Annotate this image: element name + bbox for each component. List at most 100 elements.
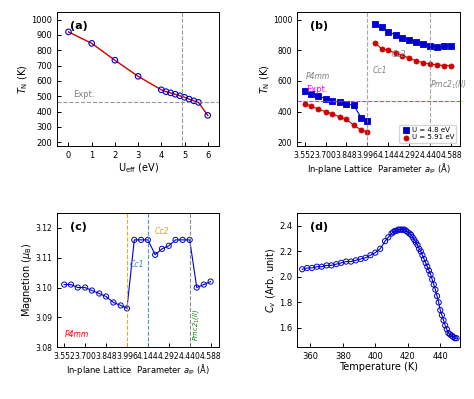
Point — [186, 237, 193, 243]
Point — [130, 237, 138, 243]
Point — [323, 262, 330, 269]
Point — [336, 114, 344, 120]
Point — [384, 234, 392, 241]
Point — [364, 118, 371, 124]
Point — [357, 127, 365, 133]
Point — [313, 263, 320, 270]
Point — [446, 331, 454, 338]
Point — [88, 287, 96, 294]
Point — [352, 257, 360, 263]
Point — [381, 238, 389, 244]
U = 5.91 eV — [399, 52, 406, 59]
Point — [308, 103, 315, 109]
Point — [423, 263, 431, 270]
Point — [328, 111, 336, 117]
Text: Cc1: Cc1 — [129, 260, 144, 269]
Point — [343, 101, 350, 107]
Point — [392, 228, 400, 234]
Point — [190, 98, 198, 104]
Point — [322, 95, 329, 102]
Point — [453, 335, 460, 342]
Point — [425, 267, 433, 274]
U = 5.91 eV — [433, 61, 441, 68]
Text: P4mm: P4mm — [64, 330, 89, 339]
Point — [158, 246, 166, 252]
U = 5.91 eV — [378, 45, 385, 52]
Point — [88, 40, 95, 47]
X-axis label: In-plane Lattice  Parameter $a_{\rm IP}$ (Å): In-plane Lattice Parameter $a_{\rm IP}$ … — [66, 362, 210, 377]
Point — [165, 243, 173, 249]
U = 4.8 eV — [384, 29, 392, 35]
Point — [322, 109, 329, 115]
U = 4.8 eV — [378, 24, 385, 30]
Legend: U = 4.8 eV, U = 5.91 eV: U = 4.8 eV, U = 5.91 eV — [400, 125, 456, 142]
Point — [412, 239, 419, 246]
Point — [137, 237, 145, 243]
U = 4.8 eV — [440, 43, 448, 49]
Text: Expt.: Expt. — [73, 90, 95, 99]
Point — [109, 299, 117, 306]
Point — [432, 286, 439, 293]
Point — [195, 99, 202, 106]
X-axis label: In-plane Lattice  Parameter $a_{\rm IP}$ (Å): In-plane Lattice Parameter $a_{\rm IP}$ … — [307, 161, 450, 176]
Point — [449, 334, 457, 340]
Point — [410, 237, 418, 243]
Y-axis label: $T_{\rm N}$ (K): $T_{\rm N}$ (K) — [258, 64, 272, 94]
U = 5.91 eV — [384, 47, 392, 53]
Point — [117, 302, 125, 308]
U = 4.8 eV — [392, 32, 400, 38]
Point — [376, 246, 384, 252]
Point — [389, 229, 397, 235]
Point — [193, 284, 201, 291]
Point — [172, 237, 179, 243]
Point — [299, 266, 306, 273]
Point — [402, 228, 410, 234]
Point — [415, 246, 423, 252]
Point — [364, 129, 371, 135]
Point — [181, 94, 188, 101]
Point — [336, 99, 344, 106]
Point — [176, 93, 184, 99]
Point — [396, 227, 403, 233]
U = 4.8 eV — [433, 44, 441, 50]
Point — [433, 293, 441, 299]
Point — [74, 284, 82, 291]
Point — [82, 284, 89, 291]
Point — [328, 262, 335, 269]
Point — [95, 290, 103, 297]
Point — [388, 230, 395, 237]
U = 5.91 eV — [392, 50, 400, 57]
Point — [422, 260, 429, 266]
Point — [342, 259, 350, 265]
Point — [207, 279, 214, 285]
U = 4.8 eV — [419, 41, 427, 47]
Point — [406, 230, 413, 237]
Point — [427, 271, 434, 278]
Point — [308, 265, 316, 271]
Point — [419, 252, 426, 259]
U = 4.8 eV — [426, 42, 434, 49]
Point — [420, 256, 428, 262]
Point — [437, 307, 444, 313]
Point — [157, 87, 165, 93]
Point — [301, 88, 309, 94]
Point — [399, 227, 407, 233]
Point — [357, 115, 365, 121]
Point — [438, 312, 446, 318]
Point — [102, 293, 110, 300]
Point — [350, 102, 357, 109]
Text: Pmc2$_1$(II): Pmc2$_1$(II) — [191, 309, 201, 341]
Point — [350, 122, 357, 128]
Point — [144, 237, 152, 243]
Point — [409, 234, 417, 241]
Point — [123, 305, 131, 312]
Point — [185, 96, 193, 102]
Point — [204, 112, 211, 119]
Point — [333, 261, 340, 267]
Point — [445, 330, 452, 336]
Point — [362, 255, 369, 261]
Text: Expt.: Expt. — [306, 85, 327, 94]
U = 4.8 eV — [405, 36, 413, 43]
Point — [318, 263, 326, 270]
Point — [357, 256, 365, 262]
